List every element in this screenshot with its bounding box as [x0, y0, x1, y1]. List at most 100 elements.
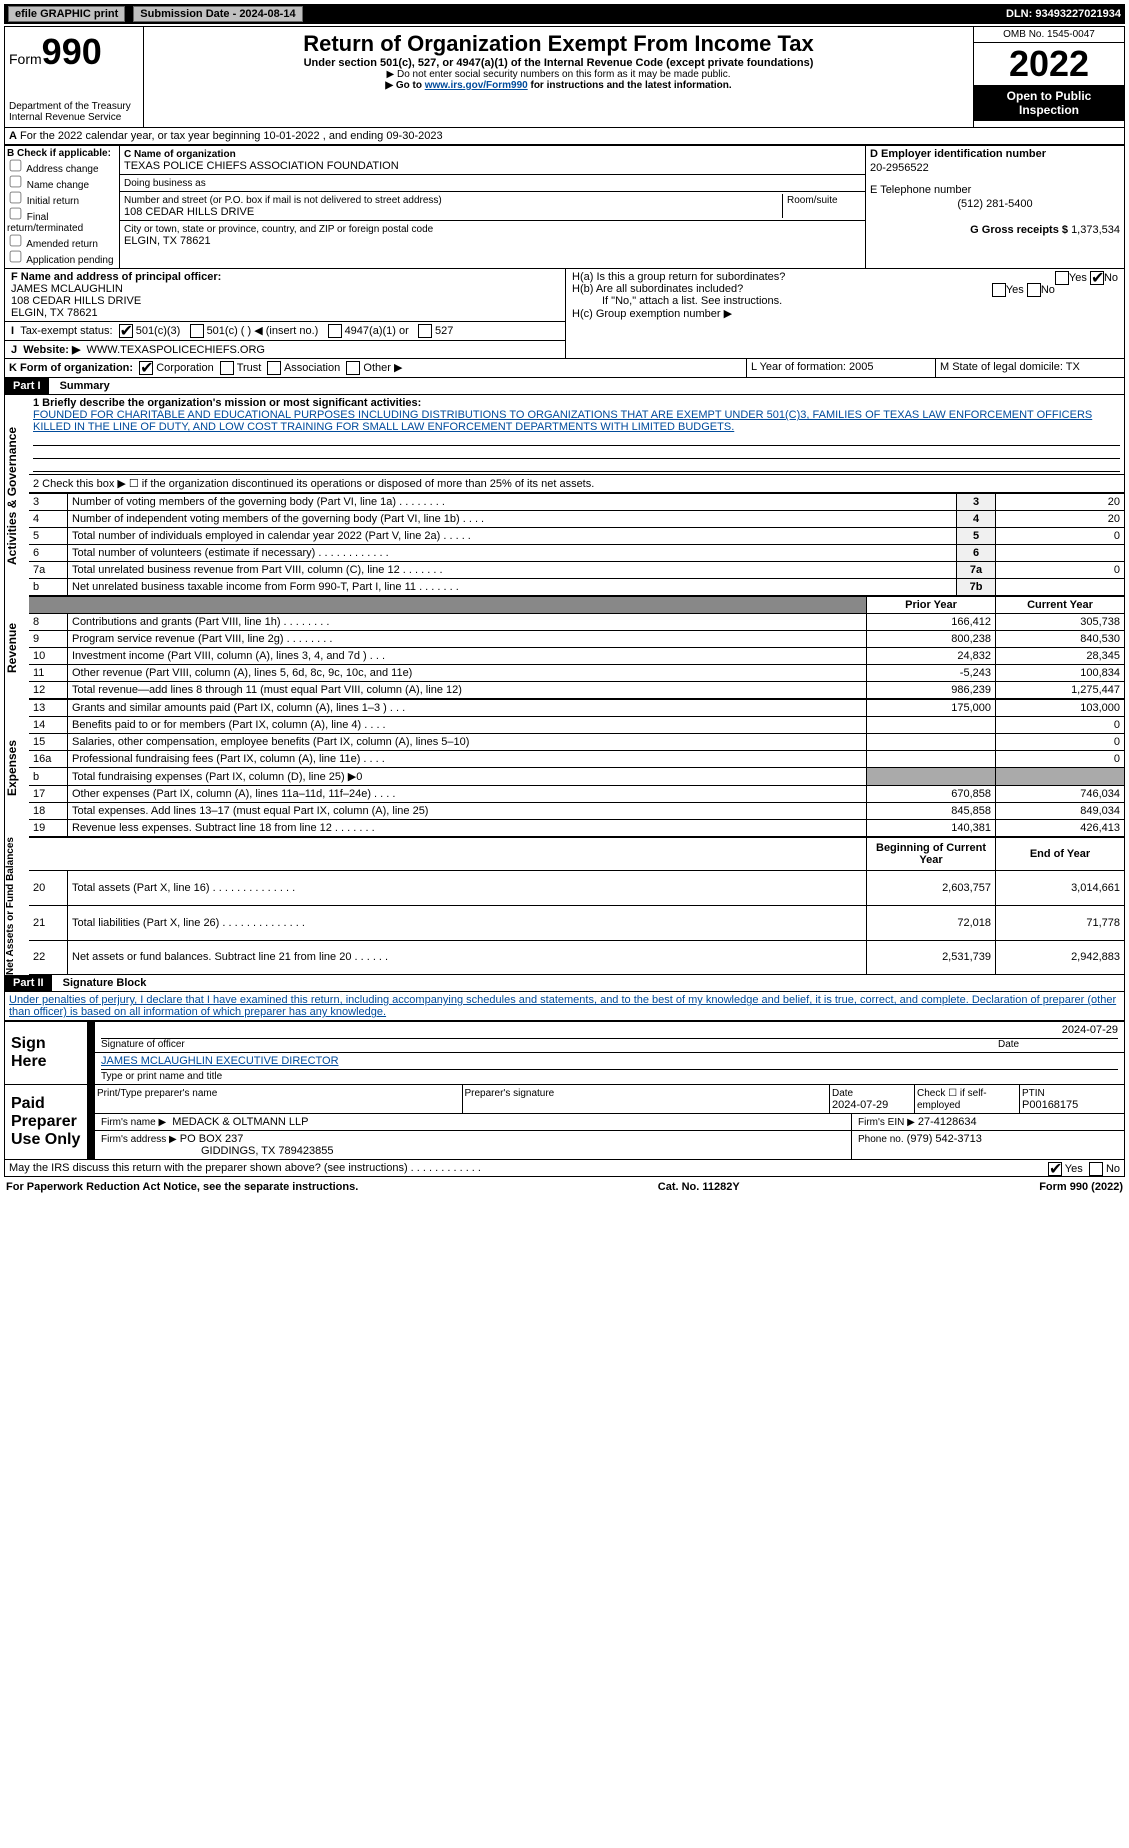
ein: 20-2956522: [870, 162, 1120, 174]
section-f-h: F Name and address of principal officer:…: [4, 269, 1125, 359]
firm-ein: 27-4128634: [918, 1116, 977, 1128]
netassets-block: Net Assets or Fund Balances Beginning of…: [4, 837, 1125, 975]
chk-other[interactable]: [346, 361, 360, 375]
note-ssn: ▶ Do not enter social security numbers o…: [148, 69, 969, 80]
hb-yes[interactable]: [992, 283, 1006, 297]
tax-year: 2022: [974, 43, 1124, 85]
addr-label: Number and street (or P.O. box if mail i…: [124, 195, 442, 206]
chk-address[interactable]: Address change: [7, 159, 117, 175]
q2-text: 2 Check this box ▶ ☐ if the organization…: [29, 475, 1125, 493]
table-expenses: 13Grants and similar amounts paid (Part …: [29, 699, 1125, 837]
side-rev: Revenue: [5, 596, 29, 699]
chk-501c3[interactable]: [119, 324, 133, 338]
date-label: Date: [998, 1039, 1118, 1050]
paid-preparer: Paid Preparer Use Only: [5, 1085, 88, 1160]
discuss-row: May the IRS discuss this return with the…: [4, 1160, 1125, 1177]
table-netassets: Beginning of Current YearEnd of Year20To…: [29, 837, 1125, 975]
section-b-c-d: B Check if applicable: Address change Na…: [4, 145, 1125, 269]
website-url: WWW.TEXASPOLICECHIEFS.ORG: [87, 344, 265, 356]
chk-final[interactable]: Final return/terminated: [7, 207, 117, 234]
jurat-text: Under penalties of perjury, I declare th…: [4, 992, 1125, 1021]
mission-text[interactable]: FOUNDED FOR CHARITABLE AND EDUCATIONAL P…: [33, 409, 1092, 433]
sign-arrow: [88, 1022, 95, 1085]
side-na: Net Assets or Fund Balances: [5, 837, 29, 975]
type-name-label: Type or print name and title: [101, 1071, 222, 1082]
box-j: J Website: ▶ WWW.TEXASPOLICECHIEFS.ORG: [5, 341, 565, 358]
ptin: P00168175: [1022, 1099, 1078, 1111]
omb-number: OMB No. 1545-0047: [974, 27, 1124, 43]
chk-501c[interactable]: [190, 324, 204, 338]
form-title: Return of Organization Exempt From Incom…: [148, 31, 969, 57]
chk-assoc[interactable]: [267, 361, 281, 375]
ha-yes[interactable]: [1055, 271, 1069, 285]
box-i: I Tax-exempt status: 501(c)(3) 501(c) ( …: [5, 322, 565, 341]
efile-label: efile GRAPHIC print: [8, 6, 125, 22]
org-address: 108 CEDAR HILLS DRIVE: [124, 206, 254, 218]
expenses-block: Expenses 13Grants and similar amounts pa…: [4, 699, 1125, 837]
side-exp: Expenses: [5, 699, 29, 837]
cat-no: Cat. No. 11282Y: [658, 1181, 740, 1193]
efile-topbar: efile GRAPHIC print Submission Date - 20…: [4, 4, 1125, 24]
chk-trust[interactable]: [220, 361, 234, 375]
name-label: C Name of organization: [124, 149, 236, 160]
phone: (512) 281-5400: [870, 198, 1120, 210]
box-m: M State of legal domicile: TX: [936, 359, 1125, 378]
gross-label: G Gross receipts $: [970, 224, 1071, 236]
box-f: F Name and address of principal officer:…: [5, 269, 565, 322]
chk-amended[interactable]: Amended return: [7, 234, 117, 250]
hb-no[interactable]: [1027, 283, 1041, 297]
dln: DLN: 93493227021934: [1006, 8, 1121, 20]
q1-label: 1 Briefly describe the organization's mi…: [33, 397, 421, 409]
signature-table: Sign Here 2024-07-29 Signature of office…: [4, 1021, 1125, 1160]
irs-link[interactable]: www.irs.gov/Form990: [425, 80, 528, 91]
table-ag: 3Number of voting members of the governi…: [29, 493, 1125, 596]
discuss-yes[interactable]: [1048, 1162, 1062, 1176]
prep-sig-label: Preparer's signature: [465, 1088, 555, 1099]
part-1: Part I Summary: [4, 378, 1125, 395]
note-link: ▶ Go to www.irs.gov/Form990 for instruct…: [148, 80, 969, 91]
city-label: City or town, state or province, country…: [124, 224, 433, 235]
self-employed-check[interactable]: Check ☐ if self-employed: [917, 1088, 987, 1111]
dept-treasury: Department of the Treasury: [9, 101, 139, 112]
ein-label: D Employer identification number: [870, 148, 1046, 160]
page-footer: For Paperwork Reduction Act Notice, see …: [4, 1177, 1125, 1197]
sign-here: Sign Here: [5, 1022, 88, 1085]
sig-date: 2024-07-29: [101, 1024, 1118, 1039]
part2-bar: Part II: [5, 975, 52, 991]
chk-corp[interactable]: [139, 361, 153, 375]
ha-no[interactable]: [1090, 271, 1104, 285]
chk-name[interactable]: Name change: [7, 175, 117, 191]
org-name: TEXAS POLICE CHIEFS ASSOCIATION FOUNDATI…: [124, 160, 399, 172]
part1-bar: Part I: [5, 378, 49, 394]
firm-phone: (979) 542-3713: [907, 1133, 982, 1145]
sig-officer-label: Signature of officer: [101, 1039, 998, 1050]
submission-date: Submission Date - 2024-08-14: [133, 6, 302, 22]
chk-pending[interactable]: Application pending: [7, 250, 117, 266]
dba-label: Doing business as: [124, 178, 206, 189]
firm-city: GIDDINGS, TX 789423855: [101, 1145, 333, 1157]
line-a: A For the 2022 calendar year, or tax yea…: [4, 128, 1125, 145]
part-2: Part II Signature Block: [4, 975, 1125, 992]
chk-527[interactable]: [418, 324, 432, 338]
open-inspection: Open to Public Inspection: [974, 85, 1124, 121]
section-k-l-m: K Form of organization: Corporation Trus…: [4, 359, 1125, 378]
form-subtitle: Under section 501(c), 527, or 4947(a)(1)…: [148, 57, 969, 69]
pra-notice: For Paperwork Reduction Act Notice, see …: [6, 1181, 358, 1193]
prep-date: 2024-07-29: [832, 1099, 888, 1111]
side-ag: Activities & Governance: [5, 395, 29, 596]
irs-label: Internal Revenue Service: [9, 112, 139, 123]
officer-name[interactable]: JAMES MCLAUGHLIN EXECUTIVE DIRECTOR: [101, 1055, 339, 1067]
box-d-e-g: D Employer identification number 20-2956…: [866, 146, 1124, 268]
chk-4947[interactable]: [328, 324, 342, 338]
form-number: Form990: [9, 31, 139, 73]
revenue-block: Revenue Prior YearCurrent Year8Contribut…: [4, 596, 1125, 699]
chk-initial[interactable]: Initial return: [7, 191, 117, 207]
firm-name: MEDACK & OLTMANN LLP: [172, 1116, 308, 1128]
form-footer: Form 990 (2022): [1039, 1181, 1123, 1193]
discuss-no[interactable]: [1089, 1162, 1103, 1176]
form-header: Form990 Department of the Treasury Inter…: [4, 26, 1125, 128]
prep-name-label: Print/Type preparer's name: [97, 1088, 217, 1099]
box-l: L Year of formation: 2005: [747, 359, 936, 378]
org-city: ELGIN, TX 78621: [124, 235, 211, 247]
activities-governance-block: Activities & Governance 1 Briefly descri…: [4, 395, 1125, 596]
